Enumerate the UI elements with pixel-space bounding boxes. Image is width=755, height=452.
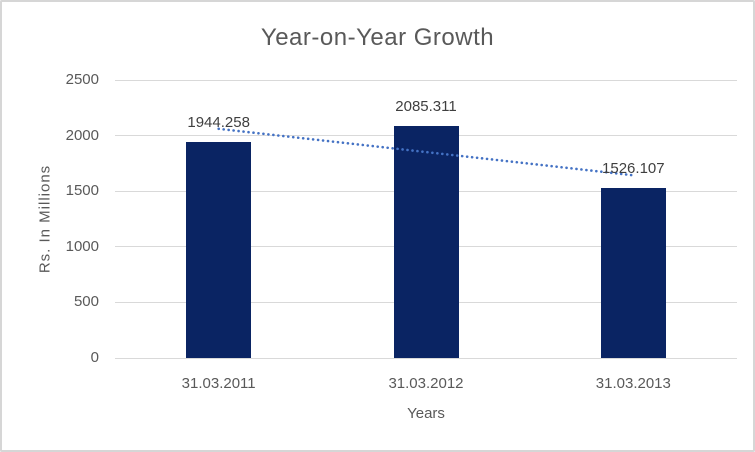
x-tick-label: 31.03.2013 — [595, 375, 671, 392]
x-tick-label: 31.03.2012 — [388, 375, 464, 392]
x-tick-label: 31.03.2011 — [181, 375, 256, 392]
bar-value-label: 1526.107 — [602, 160, 665, 178]
y-tick-label: 2000 — [65, 126, 99, 144]
bar-value-label: 1944.258 — [187, 113, 250, 131]
y-tick-label: 500 — [73, 293, 99, 311]
gridline — [115, 79, 737, 81]
gridline — [115, 357, 737, 359]
y-tick-label: 0 — [90, 349, 99, 366]
bar — [600, 188, 666, 358]
y-tick-label: 2500 — [65, 71, 99, 88]
bar — [186, 141, 252, 358]
y-axis-title: Rs. In Millions — [36, 164, 54, 274]
y-tick-label: 1000 — [65, 237, 99, 255]
x-axis-title: Years — [407, 405, 445, 422]
y-tick-label: 1500 — [65, 182, 99, 200]
chart-title: Year-on-Year Growth — [260, 24, 495, 51]
bar-value-label: 2085.311 — [395, 98, 457, 116]
bar — [393, 126, 459, 358]
